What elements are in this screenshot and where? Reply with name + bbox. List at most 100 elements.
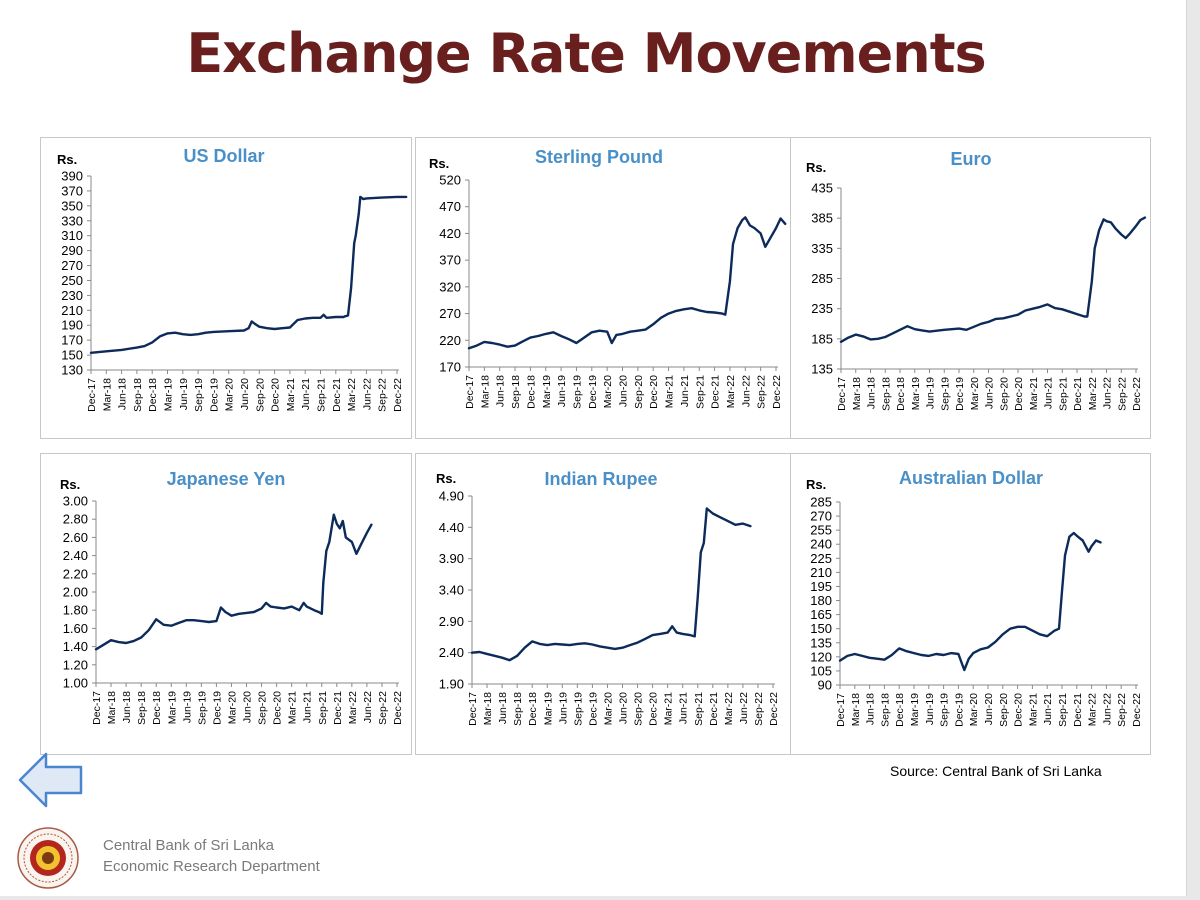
x-tick-label: Dec-18 [147,378,159,412]
x-tick-label: Mar-21 [1028,377,1040,410]
y-tick-label: 270 [61,258,83,273]
chart-panel-australian-dollar: Australian Dollar Rs. 285 270 255 240 225 210 19… [790,453,1151,755]
x-tick-label: Jun-22 [740,375,752,407]
x-tick-label: Mar-18 [106,691,118,724]
y-tick-label: 435 [811,181,833,196]
y-tick-label: 330 [61,213,83,228]
y-tick-label: 1.20 [63,657,88,672]
central-bank-seal-icon [16,826,80,895]
chart-panel-japanese-yen: Japanese Yen Rs. 3.00 2.80 2.60 2.40 2.20 2.00 1… [40,453,412,755]
y-axis-unit: Rs. [436,471,456,486]
x-tick-label: Mar-18 [101,378,113,411]
y-tick-label: 255 [810,523,832,538]
x-tick-label: Dec-18 [894,693,906,727]
x-tick-label: Mar-18 [479,375,491,408]
chart-indian-rupee: Indian Rupee Rs. 4.90 4.40 3.90 3.40 2.90 2.40 1… [436,469,780,726]
x-tick-label: Sep-20 [254,378,266,412]
x-tick-label: Dec-17 [464,375,476,409]
series-line-sterling-pound [467,216,787,350]
x-tick-label: Sep-19 [939,693,951,727]
x-tick-label: Jun-21 [679,375,691,407]
y-tick-label: 210 [810,565,832,580]
x-tick-label: Jun-20 [618,692,630,724]
x-tick-label: Jun-22 [1101,693,1113,725]
x-tick-label: Dec-21 [708,692,720,726]
y-tick-label: 3.00 [63,494,88,509]
y-tick-label: 195 [810,579,832,594]
y-tick-label: 350 [61,198,83,213]
chart-panel-indian-rupee: Indian Rupee Rs. 4.90 4.40 3.90 3.40 2.90 2.40 1… [415,453,791,755]
x-tick-label: Sep-20 [257,691,269,725]
y-tick-label: 270 [810,509,832,524]
x-tick-label: Jun-19 [557,692,569,724]
y-tick-label: 90 [818,678,832,693]
x-tick-label: Sep-21 [316,378,328,412]
footer-department: Economic Research Department [103,858,320,875]
series-line-euro [839,216,1147,344]
x-tick-label: Sep-18 [510,375,522,409]
y-tick-label: 310 [61,228,83,243]
chart-title: Indian Rupee [544,469,657,489]
x-tick-label: Dec-22 [1131,693,1143,727]
x-tick-label: Mar-22 [347,691,359,724]
x-tick-label: Jun-19 [178,378,190,410]
chart-title: Sterling Pound [535,147,663,167]
x-tick-label: Dec-22 [392,378,404,412]
x-tick-label: Jun-20 [618,375,630,407]
x-tick-label: Mar-21 [663,692,675,725]
y-tick-label: 120 [810,649,832,664]
x-tick-label: Sep-21 [1057,693,1069,727]
x-tick-label: Dec-18 [527,692,539,726]
x-tick-label: Sep-22 [1116,377,1128,411]
x-tick-label: Dec-18 [525,375,537,409]
x-tick-label: Jun-21 [1043,377,1055,409]
x-tick-label: Jun-20 [983,693,995,725]
chart-us-dollar: US Dollar Rs. 3903703503303102902702502302… [57,146,408,412]
x-tick-label: Sep-18 [879,693,891,727]
x-tick-label: Mar-19 [542,692,554,725]
y-tick-label: 1.80 [63,603,88,618]
x-tick-label: Sep-21 [1057,377,1069,411]
series-line-japanese-yen [94,513,373,651]
x-tick-label: Sep-20 [633,692,645,726]
x-tick-label: Jun-18 [497,692,509,724]
y-tick-label: 240 [810,537,832,552]
x-tick-label: Mar-18 [482,692,494,725]
x-tick-label: Dec-17 [836,377,848,411]
y-tick-label: 320 [439,279,461,294]
x-tick-label: Mar-21 [287,691,299,724]
series-line-us-dollar [89,195,408,355]
y-tick-label: 235 [811,301,833,316]
x-tick-label: Jun-21 [300,378,312,410]
y-tick-label: 130 [61,363,83,378]
y-tick-label: 150 [810,621,832,636]
y-tick-label: 135 [810,635,832,650]
x-tick-label: Mar-20 [224,378,236,411]
y-tick-label: 370 [61,183,83,198]
x-tick-label: Sep-22 [756,375,768,409]
x-tick-label: Dec-19 [954,377,966,411]
chart-panel-euro: Euro Rs. 435 385 335 285 235 185 135 Dec-17 Mar-18… [790,137,1151,439]
x-tick-label: Mar-18 [851,377,863,410]
chart-australian-dollar: Australian Dollar Rs. 28527025524022521019… [806,468,1143,727]
y-tick-label: 2.00 [63,585,88,600]
x-tick-label: Sep-20 [633,375,645,409]
x-tick-label: Dec-22 [771,375,783,409]
x-tick-label: Sep-21 [317,691,329,725]
y-tick-label: 150 [61,348,83,363]
x-tick-label: Dec-22 [1131,377,1143,411]
footer-org: Central Bank of Sri Lanka [103,837,274,854]
y-tick-label: 3.90 [439,551,464,566]
y-tick-label: 210 [61,303,83,318]
x-tick-label: Sep-22 [377,378,389,412]
y-tick-label: 250 [61,273,83,288]
x-tick-label: Dec-17 [467,692,479,726]
series-line-australian-dollar [838,531,1102,672]
y-axis-unit: Rs. [60,477,80,492]
x-tick-label: Jun-18 [495,375,507,407]
x-tick-label: Dec-21 [331,378,343,412]
y-tick-label: 135 [811,362,833,377]
y-tick-label: 190 [61,318,83,333]
back-button[interactable] [18,752,84,813]
x-tick-label: Jun-19 [924,693,936,725]
